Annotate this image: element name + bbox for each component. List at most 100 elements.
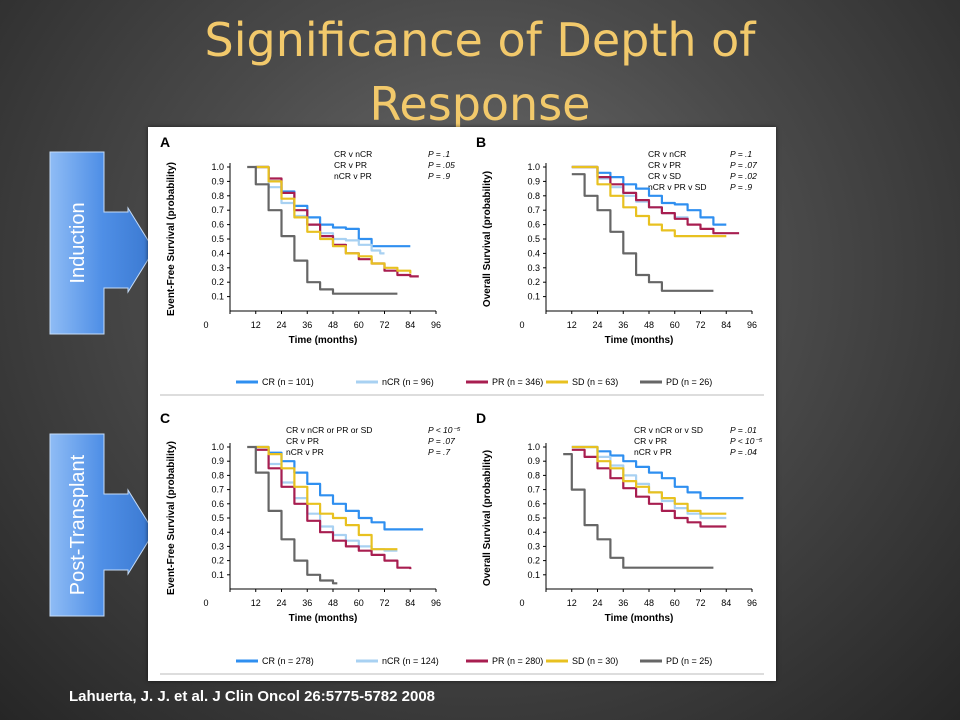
slide-title-line-1: Significance of Depth of xyxy=(204,13,756,67)
panel-C-x-tick-label: 84 xyxy=(405,598,415,608)
panel-A-x-tick-label: 48 xyxy=(328,320,338,330)
panel-D-x-tick-label: 36 xyxy=(618,598,628,608)
panel-C-y-tick-label: 1.0 xyxy=(211,442,224,452)
panel-B-x-tick-label: 48 xyxy=(644,320,654,330)
panel-A-x-axis-label: Time (months) xyxy=(289,335,358,346)
panel-A-letter: A xyxy=(160,134,170,150)
panel-C-y-tick-label: 0.7 xyxy=(211,485,224,495)
panel-A-series-pd-line xyxy=(247,165,398,295)
panel-A-x-tick-label: 36 xyxy=(302,320,312,330)
panel-D-y-tick-label: 0.4 xyxy=(527,527,540,537)
slide-title-line-2: Response xyxy=(369,77,591,131)
panel-D-x-tick-label: 72 xyxy=(695,598,705,608)
panel-B-y-tick-label: 0.9 xyxy=(527,176,540,186)
panel-D-x-tick-label: 60 xyxy=(670,598,680,608)
panel-C-x-tick-label: 72 xyxy=(379,598,389,608)
panel-C-stat-p: P = .7 xyxy=(428,447,450,457)
post-transplant-label: Post-Transplant xyxy=(67,454,89,595)
panel-B-stat-label: CR v SD xyxy=(648,171,681,181)
panel-B-y-tick-label: 0.3 xyxy=(527,263,540,273)
panel-D-x-tick-label: 12 xyxy=(567,598,577,608)
panel-C-x-tick-label: 24 xyxy=(276,598,286,608)
panel-C-y-tick-label: 0.9 xyxy=(211,456,224,466)
panel-D-x-tick-label: 0 xyxy=(519,598,524,608)
panel-C-series-pd-line xyxy=(247,445,338,585)
panel-B-x-tick-label: 72 xyxy=(695,320,705,330)
panel-B-stat-p: P = .07 xyxy=(730,160,757,170)
panel-A-x-tick-label: 12 xyxy=(251,320,261,330)
panel-C-x-axis-label: Time (months) xyxy=(289,613,358,624)
panel-A-x-tick-label: 0 xyxy=(203,320,208,330)
panel-B-stat-p: P = .9 xyxy=(730,182,752,192)
panel-D-y-tick-label: 0.3 xyxy=(527,541,540,551)
panel-B-y-tick-label: 0.7 xyxy=(527,205,540,215)
panel-A-stat-label: CR v nCR xyxy=(334,149,372,159)
panel-B-y-tick-label: 0.6 xyxy=(527,220,540,230)
panel-C-x-tick-label: 96 xyxy=(431,598,441,608)
panel-C-y-tick-label: 0.6 xyxy=(211,499,224,509)
panel-A-series-sd-line xyxy=(255,165,412,274)
panel-B-y-tick-label: 0.8 xyxy=(527,191,540,201)
panel-B-x-tick-label: 60 xyxy=(670,320,680,330)
panel-D-y-tick-label: 1.0 xyxy=(527,442,540,452)
panel-B-y-tick-label: 0.4 xyxy=(527,248,540,258)
panel-D-x-tick-label: 48 xyxy=(644,598,654,608)
legend-A-pd-label: PD (n = 26) xyxy=(666,377,712,387)
panel-A-x-tick-label: 24 xyxy=(276,320,286,330)
panel-B-series-pd-line xyxy=(571,173,714,292)
panel-A-x-tick-label: 72 xyxy=(379,320,389,330)
panel-D-x-tick-label: 24 xyxy=(592,598,602,608)
panel-A-y-tick-label: 0.5 xyxy=(211,234,224,244)
induction-label: Induction xyxy=(67,202,89,283)
panel-B-x-tick-label: 0 xyxy=(519,320,524,330)
panel-C-stat-label: CR v PR xyxy=(286,436,319,446)
panel-A-y-tick-label: 0.7 xyxy=(211,205,224,215)
panel-B-stat-p: P = .1 xyxy=(730,149,752,159)
panel-A-y-axis-label: Event-Free Survival (probability) xyxy=(166,162,177,316)
panel-C-x-tick-label: 48 xyxy=(328,598,338,608)
panel-C-series-ncr-line xyxy=(255,445,398,552)
panel-C-x-tick-label: 12 xyxy=(251,598,261,608)
panel-C-y-tick-label: 0.3 xyxy=(211,541,224,551)
panel-D-stat-p: P = .04 xyxy=(730,447,757,457)
panel-A-y-tick-label: 0.1 xyxy=(211,292,224,302)
panel-B-stat-label: nCR v PR v SD xyxy=(648,182,707,192)
panel-C-y-tick-label: 0.5 xyxy=(211,513,224,523)
panel-A-y-tick-label: 0.4 xyxy=(211,248,224,258)
panel-C-stat-p: P < 10⁻⁵ xyxy=(428,425,461,435)
panel-C-x-tick-label: 60 xyxy=(354,598,364,608)
panel-C-y-axis-label: Event-Free Survival (probability) xyxy=(166,441,177,595)
panel-D-series-sd-line xyxy=(571,445,727,515)
survival-figure-svg: A 0 12 24 36 48 60 72 84 96 0.1 0.2 0.3 0.4 0.5 0.6 0.7 0… xyxy=(160,134,764,675)
panel-B-letter: B xyxy=(476,134,486,150)
panel-B-stat-p: P = .02 xyxy=(730,171,757,181)
panel-A-x-tick-label: 84 xyxy=(405,320,415,330)
panel-D-stat-label: nCR v PR xyxy=(634,447,672,457)
panel-B-y-tick-label: 1.0 xyxy=(527,162,540,172)
legend-A-ncr-label: nCR (n = 96) xyxy=(382,377,434,387)
panel-A-x-tick-label: 96 xyxy=(431,320,441,330)
panel-A-y-tick-label: 0.9 xyxy=(211,176,224,186)
induction-arrow: Induction xyxy=(49,151,155,335)
panel-D-stat-label: CR v nCR or v SD xyxy=(634,425,703,435)
panel-C-y-tick-label: 0.1 xyxy=(211,570,224,580)
panel-C-stat-label: nCR v PR xyxy=(286,447,324,457)
panel-B-series-pr-line xyxy=(571,165,740,235)
panel-D-y-tick-label: 0.8 xyxy=(527,470,540,480)
slide-title: Significance of Depth of Response xyxy=(0,8,960,136)
panel-B-series-cr-line xyxy=(571,165,727,226)
legend-C-ncr-label: nCR (n = 124) xyxy=(382,656,439,666)
legend-C-cr-label: CR (n = 278) xyxy=(262,656,314,666)
legend-A-sd-label: SD (n = 63) xyxy=(572,377,618,387)
panel-A-stat-label: CR v PR xyxy=(334,160,367,170)
panel-B-x-tick-label: 12 xyxy=(567,320,577,330)
panel-B-y-tick-label: 0.5 xyxy=(527,234,540,244)
panel-B-x-axis-label: Time (months) xyxy=(605,335,674,346)
citation: Lahuerta, J. J. et al. J Clin Oncol 26:5… xyxy=(69,688,436,705)
panel-B-stat-label: CR v nCR xyxy=(648,149,686,159)
panel-D-y-tick-label: 0.2 xyxy=(527,556,540,566)
panel-A-x-tick-label: 60 xyxy=(354,320,364,330)
survival-figure: A 0 12 24 36 48 60 72 84 96 0.1 0.2 0.3 0.4 0.5 0.6 0.7 0… xyxy=(148,127,776,681)
panel-A-y-tick-label: 0.2 xyxy=(211,277,224,287)
panel-D-y-tick-label: 0.1 xyxy=(527,570,540,580)
